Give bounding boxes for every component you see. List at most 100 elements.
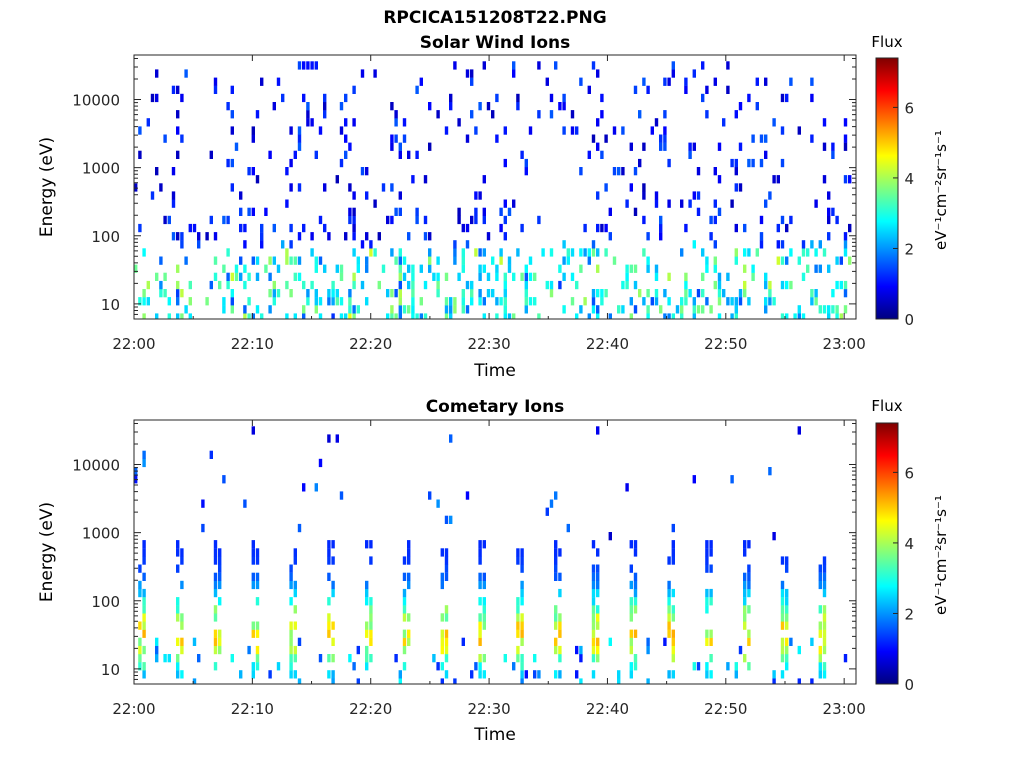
heatmap-cell (264, 207, 268, 216)
heatmap-cell (705, 605, 709, 614)
heatmap-cell (251, 540, 255, 549)
heatmap-cell (743, 223, 747, 233)
heatmap-cell (394, 134, 398, 143)
heatmap-cell (654, 289, 659, 298)
x-tick-label: 22:50 (704, 700, 747, 718)
heatmap-cell (348, 183, 352, 192)
heatmap-cell (486, 289, 491, 298)
heatmap-cell (344, 93, 348, 103)
y-axis: 10 100 1000 10000 (72, 422, 856, 685)
heatmap-cell (222, 297, 226, 306)
heatmap-cell (423, 232, 428, 241)
heatmap-cell (331, 313, 335, 319)
heatmap-cell (596, 564, 600, 573)
heatmap-cell (188, 223, 192, 233)
heatmap-cell (331, 621, 335, 630)
heatmap-cell (331, 580, 335, 590)
colorbar-title: Flux (871, 397, 902, 415)
heatmap-cell (310, 280, 314, 290)
heatmap-cell (171, 232, 176, 241)
heatmap-cell (293, 580, 297, 590)
heatmap-cell (213, 85, 218, 94)
heatmap-cell (352, 248, 356, 257)
heatmap-cell (717, 280, 722, 290)
heatmap-cell (411, 272, 415, 281)
heatmap-cell (423, 175, 428, 184)
heatmap-cell (293, 588, 297, 598)
heatmap-cell (818, 662, 822, 671)
heatmap-cell (176, 264, 180, 273)
heatmap-cell (764, 150, 768, 159)
heatmap-cell (318, 654, 323, 663)
heatmap-cell (226, 272, 230, 281)
heatmap-cell (142, 450, 146, 459)
heatmap-cell (751, 272, 755, 281)
heatmap-cell (734, 158, 738, 168)
heatmap-cell (743, 613, 747, 622)
heatmap-cell (692, 191, 696, 200)
heatmap-cell (768, 280, 772, 290)
heatmap-cell (398, 248, 402, 257)
heatmap-cell (335, 434, 339, 443)
heatmap-cell (848, 223, 852, 233)
heatmap-cell (558, 621, 562, 630)
heatmap-cell (659, 223, 663, 233)
heatmap-cell (822, 175, 827, 184)
heatmap-cell (402, 305, 407, 314)
heatmap-cell (810, 297, 814, 306)
heatmap-cell (591, 564, 596, 573)
colorbar-tick-label: 2 (904, 605, 914, 623)
heatmap-cell (365, 629, 369, 638)
heatmap-cell (255, 629, 260, 638)
heatmap-cell (642, 142, 646, 151)
heatmap-cell (562, 240, 566, 249)
heatmap-cell (423, 215, 428, 225)
heatmap-cell (596, 654, 600, 663)
heatmap-cell (667, 621, 671, 630)
heatmap-cell (772, 532, 776, 541)
heatmap-cell (596, 305, 600, 314)
heatmap-cell (348, 142, 352, 151)
heatmap-cell (835, 313, 839, 319)
heatmap-cell (751, 264, 755, 273)
heatmap-cell (785, 93, 789, 103)
heatmap-cell (554, 621, 558, 630)
heatmap-cell (596, 426, 600, 435)
heatmap-cell (339, 297, 344, 306)
heatmap-cell (197, 240, 201, 249)
heatmap-cell (818, 240, 822, 249)
heatmap-cell (138, 654, 142, 663)
heatmap-cell (260, 223, 264, 233)
heatmap-cell (411, 297, 415, 306)
heatmap-cell (587, 150, 591, 159)
heatmap-cell (176, 548, 180, 557)
heatmap-cell (209, 450, 213, 459)
heatmap-cell (591, 645, 596, 655)
heatmap-cell (549, 93, 554, 103)
heatmap-cell (239, 223, 243, 233)
heatmap-cell (297, 272, 302, 281)
heatmap-cell (558, 102, 562, 111)
heatmap-cell (831, 289, 835, 298)
heatmap-cell (743, 248, 747, 257)
heatmap-cell (822, 142, 827, 151)
heatmap-cell (470, 280, 474, 290)
heatmap-cell (738, 297, 743, 306)
heatmap-cell (327, 654, 331, 663)
heatmap-cell (554, 605, 558, 614)
heatmap-cell (440, 572, 444, 581)
heatmap-cell (478, 662, 482, 671)
heatmap-cell (549, 289, 554, 298)
heatmap-cell (276, 77, 281, 86)
heatmap-cell (255, 256, 260, 265)
heatmap-cell (167, 313, 171, 319)
colorbar-tick-label: 2 (904, 240, 914, 258)
heatmap-cell (331, 280, 335, 290)
heatmap-cell (293, 670, 297, 679)
heatmap-cell (705, 597, 709, 606)
heatmap-cell (348, 297, 352, 306)
heatmap-cell (428, 142, 432, 151)
heatmap-cell (797, 426, 801, 435)
heatmap-cell (251, 313, 255, 319)
x-tick-label: 23:00 (823, 335, 866, 353)
